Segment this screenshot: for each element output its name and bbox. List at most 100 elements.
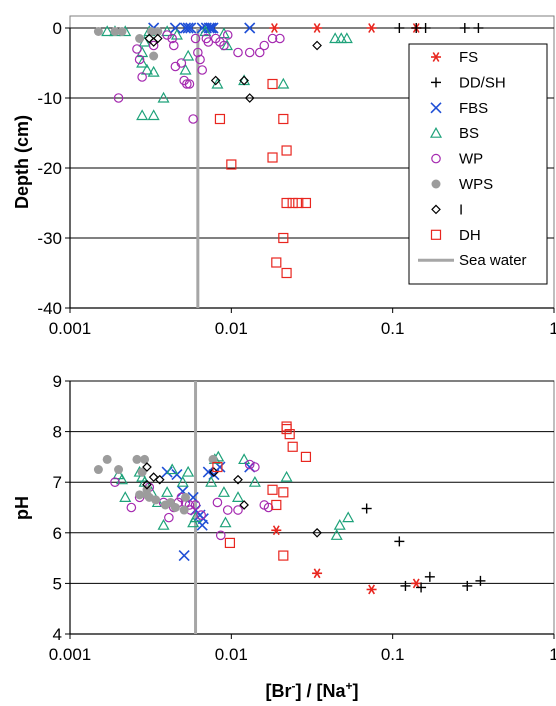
legend-marker-fbs	[430, 102, 442, 114]
y-tick-label: -20	[37, 159, 62, 178]
y-tick-label: -30	[37, 229, 62, 248]
data-point	[233, 505, 243, 515]
data-point	[215, 530, 226, 541]
data-point	[151, 495, 161, 505]
data-point	[157, 91, 170, 103]
y-tick-label: -10	[37, 89, 62, 108]
data-point	[190, 500, 201, 510]
y-tick-label: 9	[53, 372, 62, 391]
data-point	[366, 584, 377, 595]
data-point	[280, 470, 293, 482]
ph-x-axis-title: [Br-] / [Na+]	[265, 679, 358, 701]
legend-label: BS	[459, 125, 479, 142]
data-point	[275, 33, 285, 44]
data-point	[179, 63, 192, 75]
data-point	[154, 474, 165, 485]
data-point	[210, 75, 221, 86]
data-point	[473, 23, 484, 33]
data-point	[147, 109, 160, 121]
data-point	[333, 518, 346, 530]
data-point	[170, 61, 181, 72]
depth-chart: 0.001 0.01 0.1 1 0 -10 -20 -30 -40 Depth (cm) F…	[12, 15, 556, 338]
data-point	[110, 477, 120, 487]
data-point	[281, 145, 292, 156]
data-point	[411, 578, 422, 589]
series-dd-sh	[361, 503, 486, 593]
legend-label: DD/SH	[459, 74, 506, 91]
y-tick-label: 7	[53, 473, 62, 492]
data-point	[149, 51, 159, 61]
data-point	[424, 571, 435, 582]
data-point	[394, 23, 405, 33]
data-point	[207, 22, 219, 34]
ph-y-axis-title: pH	[12, 496, 32, 520]
data-point	[220, 39, 234, 51]
data-point	[312, 23, 323, 33]
data-point	[340, 32, 353, 44]
data-point	[312, 527, 322, 538]
series-dd-sh	[394, 23, 484, 33]
data-point	[366, 23, 377, 33]
data-point	[259, 40, 270, 51]
series-i	[144, 33, 322, 103]
data-point	[312, 568, 323, 579]
data-point	[219, 40, 229, 51]
series-dh	[212, 421, 312, 561]
legend-marker-bs	[429, 126, 443, 138]
data-point	[144, 33, 155, 44]
data-point	[135, 490, 145, 500]
data-point	[117, 27, 127, 36]
series-wp	[113, 30, 285, 124]
x-tick-label: 0.001	[49, 319, 92, 338]
data-point	[114, 465, 124, 475]
data-point	[411, 23, 422, 33]
data-point	[115, 473, 129, 485]
series-fs	[271, 525, 422, 595]
data-point	[93, 27, 103, 36]
depth-y-axis-title: Depth (cm)	[12, 115, 32, 209]
data-point	[148, 40, 159, 51]
y-tick-label: 6	[53, 524, 62, 543]
data-point	[199, 25, 212, 37]
depth-y-ticks: 0 -10 -20 -30 -40	[37, 19, 70, 318]
legend-label: FBS	[459, 100, 488, 117]
ph-x-ticks: 0.001 0.01 0.1 1	[49, 634, 556, 664]
x-tick-label: 0.01	[215, 319, 248, 338]
legend-marker-i	[431, 204, 441, 215]
data-point	[166, 497, 176, 507]
data-point	[287, 441, 298, 452]
data-point	[164, 512, 174, 523]
data-point	[134, 54, 145, 65]
legend-label: DH	[459, 227, 481, 244]
x-tick-label: 0.1	[381, 319, 405, 338]
data-point	[416, 582, 427, 593]
legend-marker-dh	[430, 229, 442, 240]
data-point	[189, 511, 202, 523]
data-point	[132, 44, 142, 54]
x-tick-label: 0.001	[49, 645, 92, 664]
data-point	[182, 49, 195, 61]
data-point	[312, 40, 322, 51]
data-point	[167, 33, 177, 44]
series-wps	[93, 454, 218, 515]
data-point	[284, 429, 295, 440]
data-point	[190, 33, 201, 44]
legend-box	[408, 43, 548, 285]
data-point	[135, 34, 145, 43]
ph-chart: 0.001 0.01 0.1 1 9 8 7 6 5 4 pH [Br-] / [Na+]	[12, 372, 556, 701]
data-point	[171, 469, 183, 481]
data-point	[222, 505, 233, 515]
ph-gridlines	[69, 380, 554, 635]
data-point	[244, 93, 255, 103]
data-point	[179, 22, 192, 34]
data-point	[278, 232, 289, 244]
y-tick-label: 5	[53, 574, 62, 593]
data-point	[185, 22, 197, 34]
data-point	[250, 462, 260, 472]
data-point	[475, 575, 486, 586]
data-point	[181, 492, 191, 502]
data-point	[263, 502, 274, 513]
y-tick-label: 8	[53, 423, 62, 442]
data-point	[166, 463, 179, 475]
legend-label: I	[459, 201, 463, 218]
